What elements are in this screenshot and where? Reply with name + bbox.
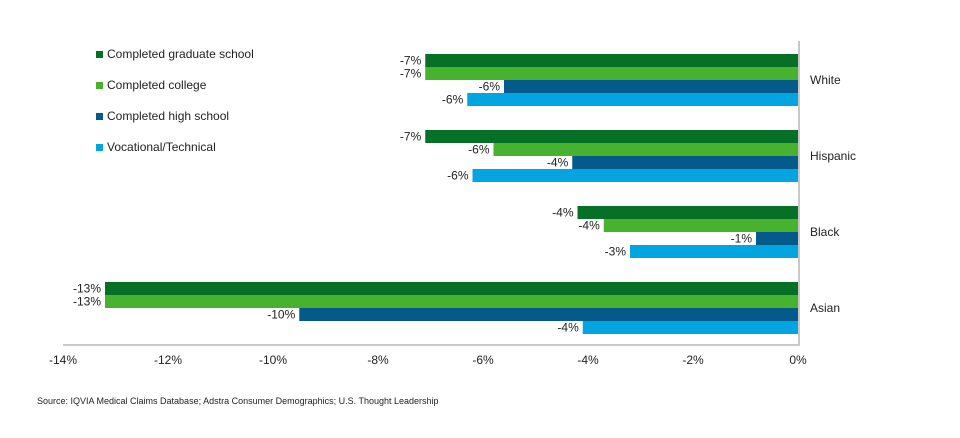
x-tick-label: -6% [472,353,494,367]
data-label: -4% [578,219,600,233]
legend-swatch [96,113,103,120]
bar [425,130,798,143]
data-label: -6% [468,143,490,157]
bar [425,54,798,67]
bar [299,308,798,321]
legend-item: Completed college [96,78,254,109]
legend: Completed graduate school Completed coll… [96,47,254,171]
bar [572,156,798,169]
legend-swatch [96,82,103,89]
data-label: -13% [73,282,101,296]
category-label: Black [810,225,840,239]
data-label: -6% [447,169,469,183]
bar [630,245,798,258]
x-tick-label: -4% [577,353,599,367]
data-label: -1% [731,232,753,246]
data-label: -10% [267,308,295,322]
x-tick-label: 0% [789,353,807,367]
data-label: -6% [442,93,464,107]
x-tick-label: -8% [367,353,389,367]
x-tick-label: -2% [682,353,704,367]
bar [105,295,798,308]
bar [603,219,798,232]
bar [472,169,798,182]
legend-label: Completed graduate school [107,47,254,61]
bar [756,232,798,245]
legend-label: Completed college [107,78,207,92]
data-label: -4% [557,321,579,335]
data-label: -6% [479,80,501,94]
legend-item: Vocational/Technical [96,140,254,171]
bar [105,282,798,295]
bar [425,67,798,80]
legend-label: Vocational/Technical [107,140,216,154]
data-label: -3% [605,245,627,259]
legend-item: Completed graduate school [96,47,254,78]
data-label: -13% [73,295,101,309]
data-label: -7% [400,130,422,144]
data-label: -4% [547,156,569,170]
source-note: Source: IQVIA Medical Claims Database; A… [37,396,439,406]
category-label: Hispanic [810,149,856,163]
bar [577,206,798,219]
data-label: -4% [552,206,574,220]
legend-swatch [96,51,103,58]
bar [504,80,798,93]
category-label: Asian [810,301,840,315]
bar [493,143,798,156]
x-tick-label: -14% [49,353,77,367]
legend-swatch [96,144,103,151]
x-tick-label: -10% [259,353,287,367]
x-tick-label: -12% [154,353,182,367]
data-label: -7% [400,67,422,81]
bar [467,93,798,106]
legend-label: Completed high school [107,109,230,123]
legend-item: Completed high school [96,109,254,140]
bar [582,321,798,334]
category-label: White [810,73,841,87]
data-label: -7% [400,54,422,68]
